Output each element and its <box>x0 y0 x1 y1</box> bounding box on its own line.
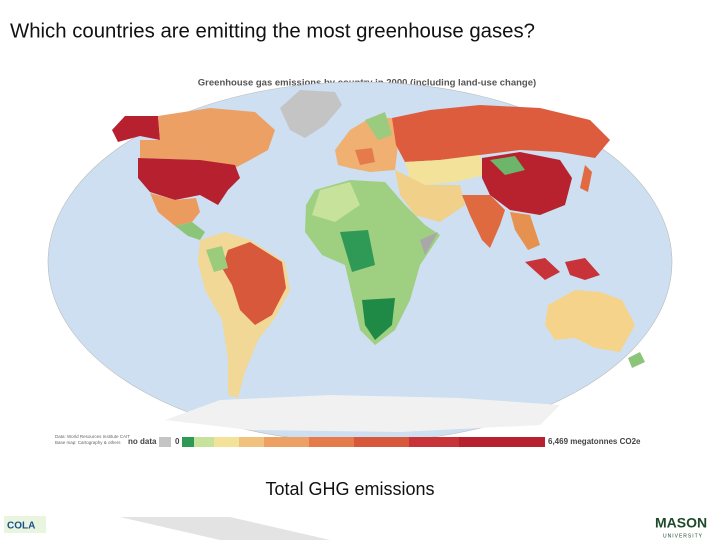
southern-africa <box>362 298 395 340</box>
legend-swatch <box>214 437 239 447</box>
source-text: Base map: Cartography & others <box>55 440 121 445</box>
legend-swatch <box>239 437 264 447</box>
cola-logo-text: COLA <box>7 521 35 532</box>
legend-swatch <box>264 437 309 447</box>
slide-title: Which countries are emitting the most gr… <box>10 20 535 42</box>
russia <box>392 105 610 162</box>
greenland <box>280 90 342 138</box>
legend-swatch <box>409 437 459 447</box>
new-zealand <box>628 352 645 368</box>
legend-swatch <box>194 437 214 447</box>
caption: Total GHG emissions <box>265 479 434 499</box>
central-america <box>175 222 205 240</box>
india <box>462 195 505 248</box>
scandinavia <box>365 112 392 140</box>
north-africa <box>312 182 360 222</box>
mexico <box>150 193 200 226</box>
legend-min: 0 <box>175 437 180 446</box>
mason-logo-text: MASON <box>655 515 707 531</box>
usa <box>138 158 240 205</box>
footer-stripe <box>120 517 330 540</box>
japan <box>580 165 592 192</box>
australia <box>545 290 635 352</box>
canada <box>140 108 275 168</box>
somalia <box>420 232 438 255</box>
mason-logo-sub: UNIVERSITY <box>663 533 703 539</box>
central-europe <box>355 148 375 165</box>
brazil <box>222 242 286 325</box>
central-africa <box>340 230 375 272</box>
legend-swatch <box>354 437 409 447</box>
central-asia <box>405 155 485 185</box>
cola-logo <box>4 516 46 533</box>
colombia <box>206 246 228 272</box>
mongolia <box>490 156 525 175</box>
source-text: Data: World Resources Institute CAIT <box>55 434 130 439</box>
legend-swatch <box>459 437 545 447</box>
legend-max: 6,469 megatonnes CO2e <box>548 437 641 446</box>
middle-east <box>395 170 465 222</box>
legend-swatch <box>182 437 194 447</box>
alaska <box>112 116 160 142</box>
southeast-asia <box>510 212 540 250</box>
antarctica <box>165 395 560 432</box>
legend-swatch <box>159 437 171 447</box>
map: Greenhouse gas emissions by country in 2… <box>47 78 673 447</box>
indonesia <box>525 258 600 280</box>
legend-no-data: no data <box>128 437 157 446</box>
legend-swatch <box>309 437 354 447</box>
legend: Data: World Resources Institute CAIT Bas… <box>55 434 641 447</box>
